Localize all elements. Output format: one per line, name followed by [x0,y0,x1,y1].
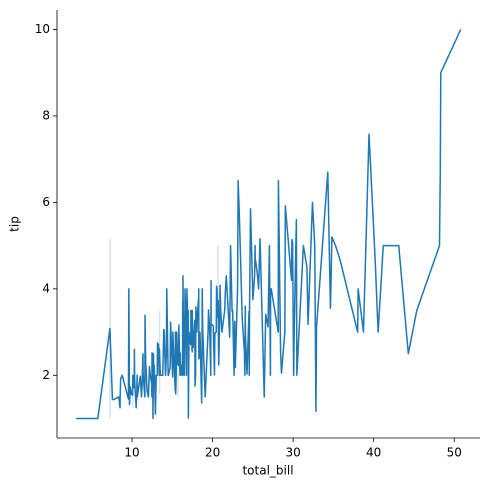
x-tick-label: 40 [366,446,381,460]
x-tick-label: 30 [286,446,301,460]
x-tick-label: 50 [447,446,462,460]
y-tick-label: 2 [42,368,50,382]
y-tick-label: 6 [42,195,50,209]
x-tick-label: 20 [205,446,220,460]
x-tick-label: 10 [124,446,139,460]
data-line [76,29,462,420]
x-axis-label: total_bill [242,464,293,478]
y-tick-label: 10 [35,22,50,36]
y-tick-label: 8 [42,108,50,122]
y-axis-label: tip [8,216,22,232]
y-tick-label: 4 [42,281,50,295]
